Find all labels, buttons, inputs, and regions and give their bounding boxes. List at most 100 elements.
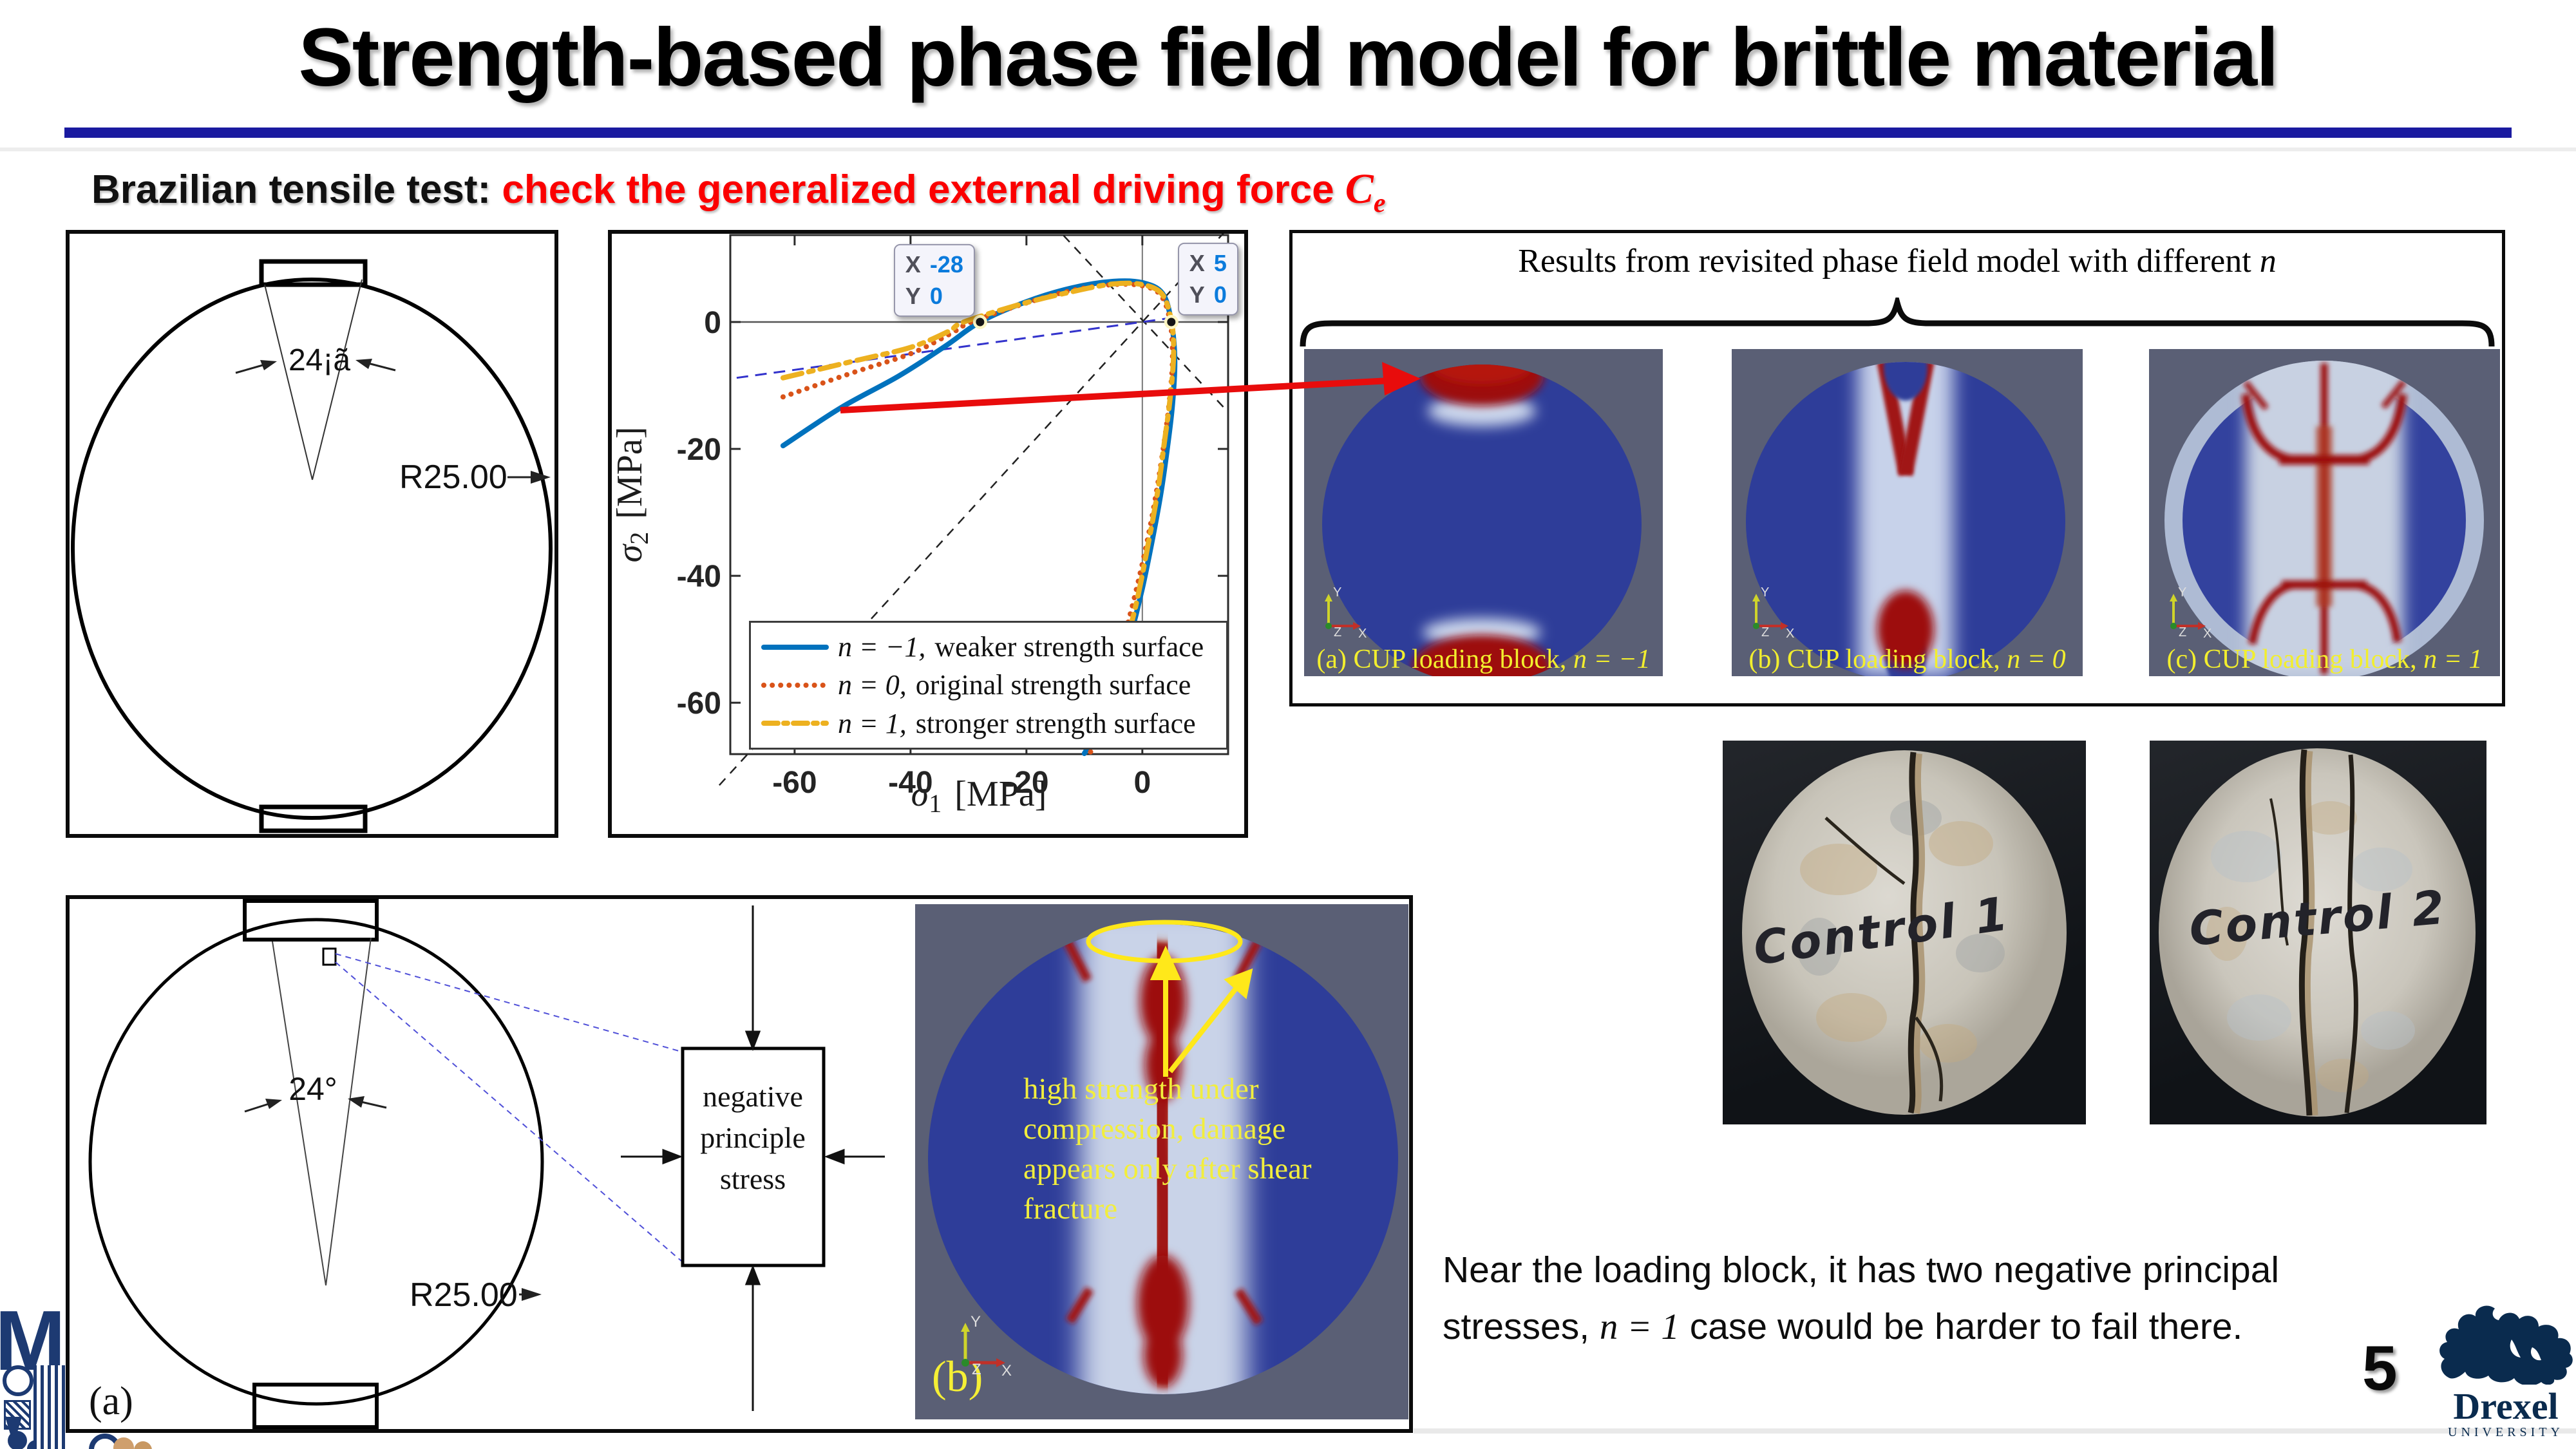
divider-line [0,147,2576,151]
concrete-disc [1742,750,2067,1115]
radius-label: R25.00 [410,1276,518,1314]
sim-c-caption: (c) CUP loading block, n = 1 [2149,644,2500,675]
bottom-blob [1877,591,1934,668]
caption-text: (a) CUP loading block, [1316,645,1573,674]
legend-text: stronger strength surface [915,707,1196,739]
x-axis-label: σ1 [MPa] [911,774,1047,818]
specimen-disc [1322,365,1642,676]
stripes-decoration [33,1365,67,1449]
panel-b-label: (b) [932,1352,983,1401]
wedge-line-left [264,284,313,480]
aggregate-patches-tan [2206,801,2369,1092]
sim-b-image: Y X Z [1746,362,2065,676]
axis-triad-icon: Y X Z [2170,585,2211,641]
sim-b: Y X Z (b) CUP loading block, n = 0 [1732,349,2083,676]
caption-math: n = 0 [2007,645,2066,674]
second-crack [2344,754,2358,1113]
sim-a-caption: (a) CUP loading block, n = −1 [1304,644,1663,675]
drexel-wordmark: Drexel [2453,1385,2559,1427]
radius-label: R25.00 [399,459,507,496]
triad-x-label: X [1358,627,1367,641]
svg-text:-60: -60 [677,687,721,721]
sim-c-image: Y X Z [2164,361,2484,676]
triad-y-label: Y [1761,585,1769,600]
bottom-diagram-panel: 24° R25.00 negative principle stress (a) [66,895,1413,1433]
legend-row: n = 0, original strength surface [761,668,1222,701]
sigma-subscript: 2 [625,532,654,545]
triad-x-label: X [2203,627,2211,641]
lab-logo: M [0,1289,161,1449]
angle-arrowhead-right [355,359,372,369]
angle-arrowhead-right [348,1096,365,1108]
drexel-logo: Drexel UNIVERSITY [2436,1302,2576,1449]
results-title: Results from revisited phase field model… [1293,242,2502,280]
photo-control-2: Control 2 [2150,741,2486,1124]
bottom-loading-block [259,804,368,833]
sigma-subscript: 1 [929,789,942,818]
damage-top-core [1432,365,1532,384]
radius-arrowhead [531,471,551,484]
page-number: 5 [2362,1332,2398,1403]
legend-math: n = 1, [838,707,907,739]
axis-triad-icon: Y X Z [1325,585,1367,641]
angle-label: 24¡ã [289,343,350,377]
svg-text:-20: -20 [677,433,721,467]
Ce-subscript: e [1373,189,1386,218]
caption-text: (b) CUP loading block, [1748,645,2007,674]
triad-x-label: X [1786,627,1794,641]
annotation-line: fracture [1023,1192,1117,1226]
specimen-diagram-panel: 24¡ã R25.00 [66,230,558,838]
bottom-loading-block [252,1383,379,1429]
stress-box [681,1046,826,1267]
wedge-line-right [325,937,372,1286]
photo-control-1: Control 1 [1723,741,2086,1124]
zoom-leader-bottom [335,961,682,1262]
legend-text: original strength surface [915,669,1191,701]
legend-row: n = −1, weaker strength surface [761,630,1222,663]
aggregate-patches-gray [1797,800,2005,976]
caption-math: n = −1 [1573,645,1651,674]
legend-math: n = 0, [838,669,907,701]
annotation-line: high strength under [1023,1072,1259,1106]
sim-b-large: high strength under compression, damage … [915,904,1408,1419]
crack-tan-edge [2300,750,2318,1116]
bottom-diagram: 24° R25.00 negative principle stress (a) [88,899,885,1429]
commentary-after: case would be harder to fail there. [1679,1306,2243,1348]
annotation-line: compression, damage [1023,1112,1285,1146]
subtitle-red: check the generalized external driving f… [502,167,1345,212]
branch-crack [2269,798,2289,946]
sim-b-caption: (b) CUP loading block, n = 0 [1732,644,2083,675]
sim-a: Y X Z (a) CUP loading block, n = −1 [1304,349,1663,676]
svg-text:-60: -60 [772,766,817,800]
photo-control-1-image: Control 1 [1742,750,2067,1115]
wedge-line-right [312,279,363,480]
svg-text:-40: -40 [888,766,933,800]
top-loading-block [259,259,368,287]
triad-z-label: Z [972,1361,981,1378]
slide-subtitle: Brazilian tensile test: check the genera… [91,165,1385,219]
triad-z-label: Z [2179,625,2186,639]
annotation-text: high strength under compression, damage … [1023,1072,1312,1226]
results-title-math: n [2259,243,2277,279]
caption-text: (c) CUP loading block, [2166,645,2424,674]
concrete-disc [2159,748,2476,1117]
commentary-text: Near the loading block, it has two negat… [1443,1242,2409,1356]
legend-line-sample [761,682,829,688]
stress-box-line: principle [700,1121,806,1154]
zoom-region-square [322,947,337,966]
main-crack [1908,752,1919,1114]
photo-control-2-image: Control 2 [2159,748,2476,1117]
sim-c: Y X Z (c) CUP loading block, n = 1 [2149,349,2500,676]
results-panel: Results from revisited phase field model… [1289,230,2505,706]
angle-label: 24° [289,1071,337,1107]
slide-title: Strength-based phase field model for bri… [298,12,2278,104]
specimen-diagram: 24¡ã R25.00 [71,259,553,833]
crack-tan-edge [1909,753,1926,1114]
legend-line-sample [761,721,829,726]
plot-legend: n = −1, weaker strength surface n = 0, or… [749,621,1228,750]
y-axis-label: σ2 [MPa] [612,427,654,563]
stress-box-line: stress [720,1162,786,1195]
svg-text:-40: -40 [677,560,721,594]
brace [1300,298,2495,347]
triad-z-label: Z [1334,625,1341,639]
